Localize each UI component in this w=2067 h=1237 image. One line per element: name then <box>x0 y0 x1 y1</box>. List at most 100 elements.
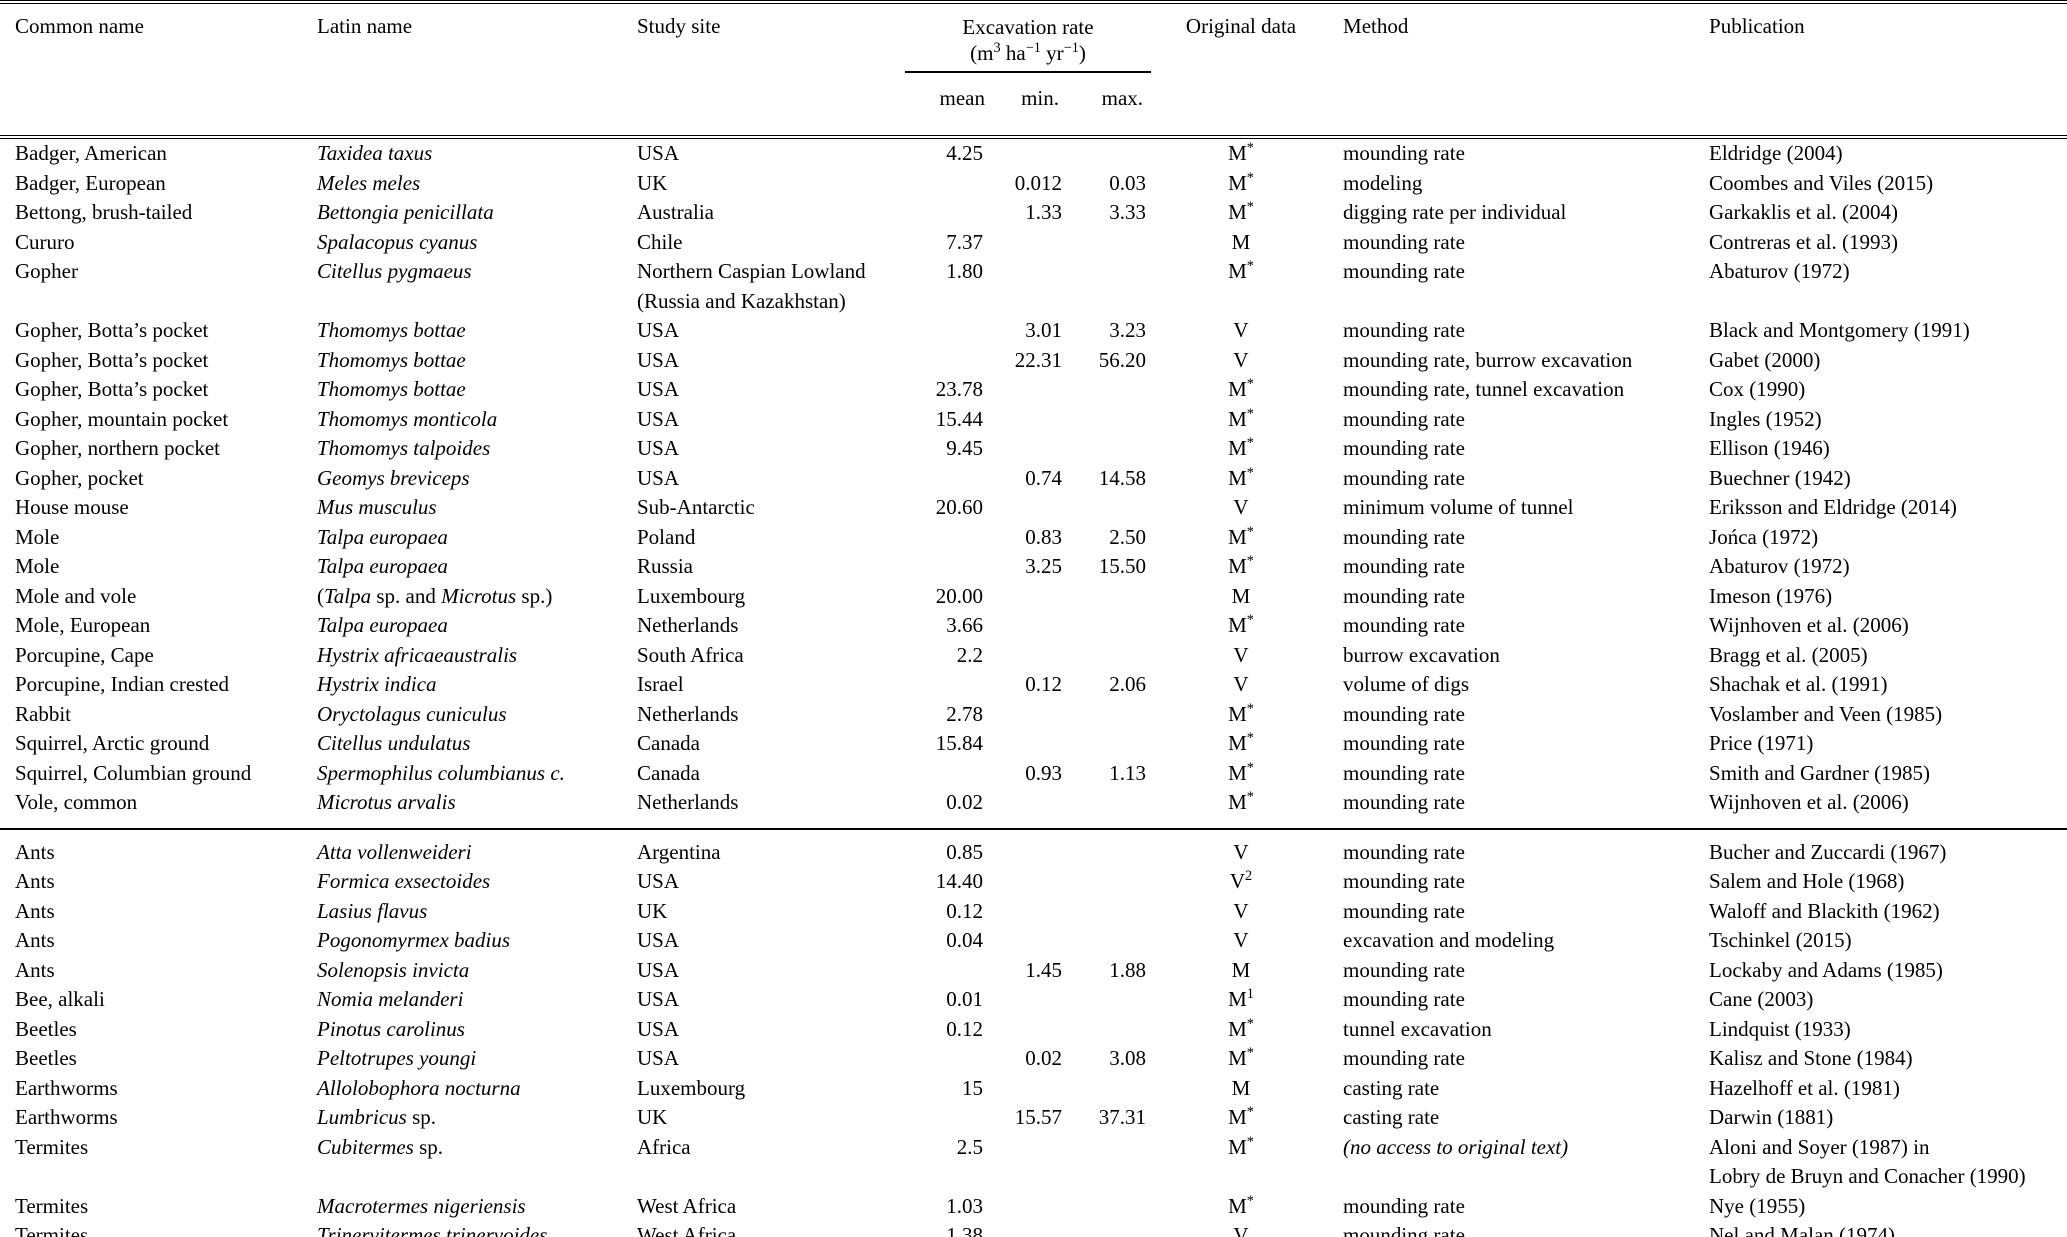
common-name-cell: Gopher, Botta’s pocket <box>15 377 209 401</box>
method-cell: mounding rate <box>1343 229 1465 254</box>
max-cell <box>1067 788 1151 829</box>
mean-cell: 2.78 <box>946 701 983 726</box>
method-cell: mounding rate <box>1343 436 1465 460</box>
common-name-cell: Ants <box>15 869 55 893</box>
latin-name-cell: Solenopsis invicta <box>317 957 470 982</box>
study-site-cell: USA <box>637 436 680 460</box>
original-data-cell: M* <box>1228 523 1254 549</box>
publication-cell: Ingles (1952) <box>1709 406 1822 431</box>
study-site-cell: USA <box>637 1016 680 1041</box>
min-cell: 1.33 <box>1025 200 1062 224</box>
max-cell <box>1067 434 1151 464</box>
method-cell: tunnel excavation <box>1343 1016 1492 1041</box>
original-data-cell: M* <box>1228 1104 1254 1129</box>
min-cell: 3.01 <box>1025 318 1062 342</box>
method-cell: mounding rate <box>1343 583 1465 608</box>
original-data-cell: M* <box>1228 1045 1254 1070</box>
max-cell <box>1067 729 1151 759</box>
method-cell: excavation and modeling <box>1343 928 1555 952</box>
min-cell: 0.02 <box>1025 1046 1062 1070</box>
study-site-cell: USA <box>637 465 680 490</box>
common-name-cell: Badger, American <box>15 141 167 165</box>
min-cell: 3.25 <box>1025 554 1062 578</box>
max-cell <box>1067 611 1151 641</box>
common-name-cell: House mouse <box>15 495 129 519</box>
original-data-cell: M <box>1231 957 1251 982</box>
latin-name-cell: Thomomys talpoides <box>317 436 491 460</box>
table-row: Squirrel, Arctic ground Citellus undulatu… <box>0 729 2067 759</box>
min-cell <box>991 827 1067 867</box>
common-name-cell: Mole, European <box>15 613 151 637</box>
latin-name-cell: Talpa europaea <box>317 613 448 637</box>
latin-name-cell: Spermophilus columbianus c. <box>317 760 565 785</box>
study-site-cell: West Africa <box>637 1193 737 1218</box>
mean-cell: 7.37 <box>946 229 983 254</box>
table-row: Beetles Pinotus carolinus USA 0.12 M* tunnel … <box>0 1015 2067 1045</box>
table-row: House mouse Mus musculus Sub-Antarctic 20.6… <box>0 493 2067 523</box>
latin-name-cell: Macrotermes nigeriensis <box>317 1193 526 1218</box>
mean-cell <box>905 552 991 582</box>
common-name-cell: Cururo <box>15 229 75 254</box>
max-cell <box>1067 897 1151 927</box>
min-cell <box>991 729 1067 759</box>
mean-cell: 20.60 <box>935 495 983 519</box>
table-row: Gopher, northern pocket Thomomys talpoide… <box>0 434 2067 464</box>
mean-cell: 15.84 <box>935 731 983 755</box>
study-site-cell: USA <box>637 987 680 1011</box>
study-site-cell: Canada <box>637 760 700 785</box>
original-data-cell: M* <box>1228 759 1254 785</box>
publication-cell: Price (1971) <box>1709 731 1814 755</box>
method-cell: mounding rate <box>1343 701 1465 726</box>
max-cell <box>1067 257 1151 316</box>
original-data-cell: M* <box>1228 376 1254 401</box>
study-site-cell: UK <box>637 170 668 195</box>
latin-name-cell: Taxidea taxus <box>317 141 433 165</box>
method-cell: (no access to original text) <box>1343 1134 1569 1159</box>
publication-cell: Lockaby and Adams (1985) <box>1709 957 1943 982</box>
col-header-common-name: Common name <box>0 2 317 139</box>
table-row: Squirrel, Columbian ground Spermophilus c… <box>0 759 2067 789</box>
method-cell: mounding rate <box>1343 957 1465 982</box>
original-data-cell: M* <box>1228 435 1254 460</box>
mean-cell: 9.45 <box>946 436 983 460</box>
common-name-cell: Termites <box>15 1223 89 1237</box>
max-cell <box>1067 1192 1151 1222</box>
col-header-min: min. <box>991 72 1067 139</box>
min-cell: 15.57 <box>1014 1105 1062 1129</box>
max-cell <box>1067 405 1151 435</box>
method-cell: mounding rate <box>1343 869 1465 893</box>
table-row: Termites Macrotermes nigeriensis West Afri… <box>0 1192 2067 1222</box>
max-cell: 3.08 <box>1109 1046 1147 1070</box>
min-cell <box>991 867 1067 897</box>
mean-cell: 0.85 <box>905 827 991 867</box>
max-cell <box>1067 985 1151 1015</box>
publication-cell: Aloni and Soyer (1987) in Lobry de Bruyn … <box>1709 1134 2026 1189</box>
mean-cell: 0.04 <box>946 928 983 952</box>
publication-cell: Tschinkel (2015) <box>1709 928 1852 952</box>
study-site-cell: Netherlands <box>637 701 739 726</box>
mean-cell: 1.80 <box>946 259 983 283</box>
latin-name-cell: Mus musculus <box>317 495 437 519</box>
common-name-cell: Mole <box>15 554 60 578</box>
min-cell <box>991 375 1067 405</box>
latin-name-cell: Talpa europaea <box>317 554 448 578</box>
max-cell <box>1067 827 1152 867</box>
method-cell: burrow excavation <box>1343 642 1500 667</box>
table-row: Earthworms Allolobophora nocturna Luxembou… <box>0 1074 2067 1104</box>
study-site-cell: Argentina <box>637 827 905 867</box>
table-row: Gopher, Botta’s pocket Thomomys bottae USA… <box>0 346 2067 376</box>
latin-name-cell: Trinervitermes trinervoides <box>317 1223 548 1237</box>
method-cell: mounding rate <box>1331 827 1700 867</box>
max-cell <box>1067 1015 1151 1045</box>
common-name-cell: Porcupine, Indian crested <box>15 672 230 696</box>
study-site-cell: USA <box>637 141 680 165</box>
max-cell <box>1067 641 1151 671</box>
latin-name-cell: Atta vollenweideri <box>317 827 637 867</box>
table-row: Termites Cubitermes sp. Africa 2.5 M* (no acc… <box>0 1133 2067 1192</box>
method-cell: mounding rate <box>1343 987 1465 1011</box>
study-site-cell: Russia <box>637 554 694 578</box>
method-cell: mounding rate <box>1343 141 1465 165</box>
publication-cell: Nel and Malan (1974) <box>1709 1223 1896 1237</box>
original-data-cell: M* <box>1228 199 1254 224</box>
